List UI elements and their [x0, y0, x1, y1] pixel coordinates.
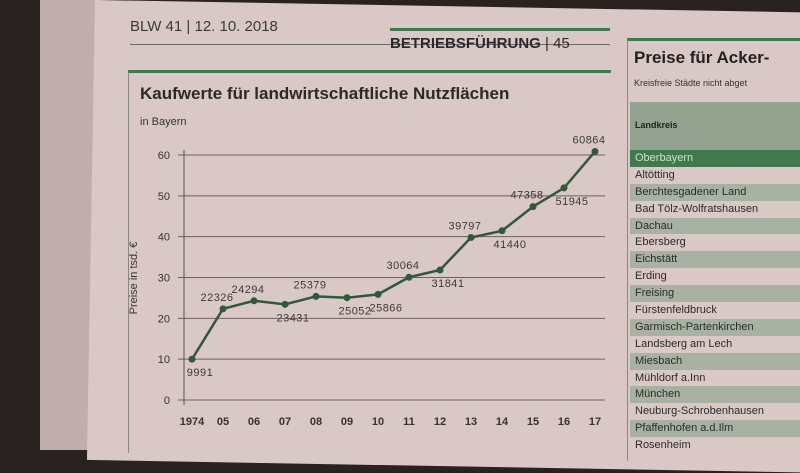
y-tick-label: 0 — [164, 395, 170, 407]
data-point — [343, 294, 351, 302]
table-row: Oberbayern — [630, 150, 800, 167]
side-title: Preise für Acker- — [634, 48, 770, 67]
chart-frame — [128, 70, 611, 453]
table-row: Garmisch-Partenkirchen — [630, 318, 800, 336]
x-tick-label: 14 — [496, 416, 509, 428]
line-chart: 0 10 20 30 40 50 60 Preise in tsd. € 1974 05 06 07 0… — [128, 134, 605, 428]
table-row: Eichstätt — [630, 251, 800, 269]
data-point — [312, 292, 320, 300]
x-tick-label: 05 — [217, 416, 229, 428]
data-point — [405, 273, 413, 281]
header-divider — [130, 44, 610, 45]
table-row: Altötting — [635, 168, 675, 181]
table-row: Fürstenfeldbruck — [635, 304, 717, 317]
data-label: 31841 — [431, 278, 464, 290]
table-row: Miesbach — [630, 352, 800, 370]
data-point — [188, 355, 196, 363]
side-table-frame — [627, 38, 800, 461]
y-tick-label: 60 — [158, 150, 170, 162]
y-tick-label: 30 — [158, 273, 170, 285]
x-tick-label: 12 — [434, 416, 446, 428]
x-tick-label: 11 — [403, 416, 415, 428]
data-point — [529, 203, 537, 211]
table-row: Landsberg am Lech — [635, 337, 733, 350]
table-row: Mühldorf a.Inn — [635, 371, 706, 384]
table-row: Berchtesgadener Land — [630, 183, 800, 201]
side-subtitle: Kreisfreie Städte nicht abget — [634, 78, 748, 88]
data-point — [250, 297, 258, 305]
series-line — [190, 150, 596, 360]
data-point — [467, 233, 475, 241]
data-label: 60864 — [572, 134, 605, 146]
data-point — [219, 305, 227, 313]
y-axis-label: Preise in tsd. € — [128, 242, 140, 315]
data-point — [498, 227, 506, 235]
y-tick-label: 20 — [158, 313, 170, 325]
chart-title: Kaufwerte für landwirtschaftliche Nutzfl… — [140, 84, 510, 103]
data-label: 9991 — [187, 367, 213, 379]
x-tick-label: 08 — [310, 416, 322, 428]
data-label: 24294 — [231, 284, 264, 296]
x-tick-label: 16 — [558, 416, 570, 428]
y-tick-label: 40 — [158, 232, 170, 244]
page-number: | 45 — [545, 35, 570, 52]
data-point — [560, 184, 568, 192]
table-row: Ebersberg — [635, 236, 686, 249]
table-header-landkreis: Landkreis — [630, 102, 800, 150]
data-label: 22326 — [200, 292, 233, 304]
data-point — [436, 266, 444, 274]
data-point — [591, 147, 599, 155]
table-row: Erding — [635, 270, 667, 283]
table-row: München — [630, 386, 800, 404]
data-point — [281, 300, 289, 308]
data-label: 25052 — [338, 306, 371, 318]
y-tick-label: 10 — [158, 354, 170, 366]
x-tick-label: 1974 — [180, 416, 205, 428]
x-tick-label: 15 — [527, 416, 539, 428]
table-row: Rosenheim — [635, 439, 691, 452]
table-row: Neuburg-Schrobenhausen — [635, 405, 765, 418]
data-label: 47358 — [510, 190, 543, 202]
table-row: Freising — [630, 285, 800, 303]
table-row: Bad Tölz-Wolfratshausen — [635, 202, 759, 215]
data-label: 51945 — [555, 196, 588, 208]
chart-subtitle: in Bayern — [140, 116, 187, 128]
data-label: 25379 — [293, 279, 326, 291]
section-name: BETRIEBSFÜHRUNG — [390, 35, 541, 52]
data-label: 23431 — [276, 312, 309, 324]
x-tick-label: 10 — [372, 416, 384, 428]
x-tick-label: 06 — [248, 416, 260, 428]
landkreis-table: Oberbayern Altötting Berchtesgadener Land B… — [630, 150, 800, 454]
issue-header: BLW 41 | 12. 10. 2018 — [130, 18, 278, 35]
table-row: Pfaffenhofen a.d.Ilm — [630, 420, 800, 438]
x-tick-label: 07 — [279, 416, 291, 428]
table-row: Dachau — [630, 217, 800, 235]
x-tick-label: 17 — [589, 416, 601, 428]
section-header: BETRIEBSFÜHRUNG | 45 — [390, 28, 610, 52]
data-label: 41440 — [493, 239, 526, 251]
data-point — [374, 290, 382, 298]
data-label: 30064 — [386, 260, 419, 272]
y-tick-label: 50 — [158, 191, 170, 203]
data-label: 39797 — [448, 220, 481, 232]
x-tick-label: 13 — [465, 416, 477, 428]
data-label: 25866 — [369, 302, 402, 314]
x-tick-label: 09 — [341, 416, 353, 428]
